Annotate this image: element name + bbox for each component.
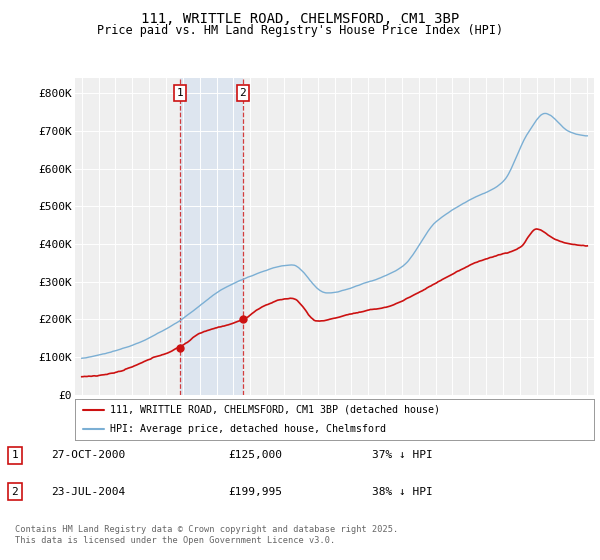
Text: 38% ↓ HPI: 38% ↓ HPI [372, 487, 433, 497]
Text: 1: 1 [176, 88, 183, 98]
Text: 2: 2 [239, 88, 246, 98]
Text: 37% ↓ HPI: 37% ↓ HPI [372, 450, 433, 460]
Text: £199,995: £199,995 [228, 487, 282, 497]
Text: 111, WRITTLE ROAD, CHELMSFORD, CM1 3BP (detached house): 111, WRITTLE ROAD, CHELMSFORD, CM1 3BP (… [110, 405, 440, 415]
Text: HPI: Average price, detached house, Chelmsford: HPI: Average price, detached house, Chel… [110, 423, 386, 433]
Text: 2: 2 [11, 487, 19, 497]
Text: Contains HM Land Registry data © Crown copyright and database right 2025.
This d: Contains HM Land Registry data © Crown c… [15, 525, 398, 545]
Text: 1: 1 [11, 450, 19, 460]
Text: 111, WRITTLE ROAD, CHELMSFORD, CM1 3BP: 111, WRITTLE ROAD, CHELMSFORD, CM1 3BP [141, 12, 459, 26]
Text: £125,000: £125,000 [228, 450, 282, 460]
Text: Price paid vs. HM Land Registry's House Price Index (HPI): Price paid vs. HM Land Registry's House … [97, 24, 503, 36]
Bar [180, 78, 243, 395]
Text: 27-OCT-2000: 27-OCT-2000 [51, 450, 125, 460]
Text: 23-JUL-2004: 23-JUL-2004 [51, 487, 125, 497]
